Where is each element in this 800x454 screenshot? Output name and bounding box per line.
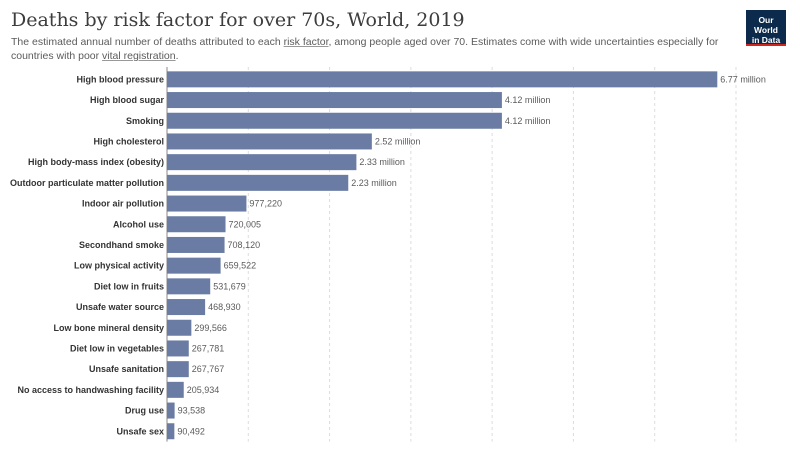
category-label: Unsafe sex [116, 426, 164, 436]
value-label: 267,767 [192, 364, 225, 374]
value-label: 6.77 million [720, 74, 766, 84]
bar [167, 402, 175, 419]
category-label: Outdoor particulate matter pollution [10, 178, 164, 188]
value-label: 4.12 million [505, 95, 551, 105]
bar [167, 92, 502, 109]
bar [167, 340, 189, 357]
category-label: High blood sugar [90, 95, 164, 105]
value-label: 708,120 [228, 240, 261, 250]
category-label: Diet low in fruits [94, 281, 164, 291]
category-label: Drug use [125, 406, 164, 416]
vital-registration-link[interactable]: vital registration [102, 50, 176, 62]
chart-subtitle: The estimated annual number of deaths at… [11, 35, 726, 63]
logo-line-2: in Data [751, 35, 781, 45]
category-label: Diet low in vegetables [70, 343, 164, 353]
category-label: High body-mass index (obesity) [28, 157, 164, 167]
value-label: 659,522 [224, 261, 257, 271]
subtitle-text-2: , among people aged over 70. Estimates c… [11, 36, 719, 62]
category-label: No access to handwashing facility [17, 385, 164, 395]
bar [167, 112, 502, 129]
bar [167, 133, 372, 150]
bar [167, 299, 206, 316]
category-label: Secondhand smoke [79, 240, 164, 250]
value-label: 2.23 million [351, 178, 397, 188]
bar [167, 361, 189, 378]
bar [167, 174, 349, 191]
chart-title: Deaths by risk factor for over 70s, Worl… [11, 9, 465, 31]
bar [167, 423, 175, 440]
value-label: 2.52 million [375, 136, 421, 146]
category-label: Low physical activity [74, 261, 164, 271]
value-label: 205,934 [187, 385, 220, 395]
value-label: 90,492 [177, 426, 205, 436]
value-label: 299,566 [194, 323, 227, 333]
bar [167, 154, 357, 171]
bar [167, 236, 225, 253]
value-label: 977,220 [249, 199, 282, 209]
value-label: 2.33 million [359, 157, 405, 167]
risk-factor-link[interactable]: risk factor [283, 36, 329, 48]
category-label: Smoking [126, 116, 164, 126]
value-label: 720,005 [229, 219, 262, 229]
category-label: Unsafe water source [76, 302, 164, 312]
category-label: High cholesterol [93, 136, 164, 146]
bar [167, 381, 184, 398]
category-label: Indoor air pollution [82, 199, 164, 209]
bar [167, 257, 221, 274]
logo-line-1: Our World [754, 15, 778, 35]
category-label: Unsafe sanitation [89, 364, 164, 374]
bar [167, 71, 718, 88]
bar [167, 195, 247, 212]
bar [167, 278, 211, 295]
value-label: 93,538 [178, 406, 206, 416]
category-label: Alcohol use [113, 219, 164, 229]
owid-logo[interactable]: Our World in Data [746, 10, 786, 46]
value-label: 531,679 [213, 281, 246, 291]
subtitle-text: The estimated annual number of deaths at… [11, 36, 284, 48]
subtitle-end: . [175, 50, 179, 62]
category-label: Low bone mineral density [53, 323, 164, 333]
value-label: 468,930 [208, 302, 241, 312]
bar [167, 216, 226, 233]
bar [167, 319, 192, 336]
category-label: High blood pressure [76, 74, 164, 84]
value-label: 4.12 million [505, 116, 551, 126]
value-label: 267,781 [192, 343, 225, 353]
